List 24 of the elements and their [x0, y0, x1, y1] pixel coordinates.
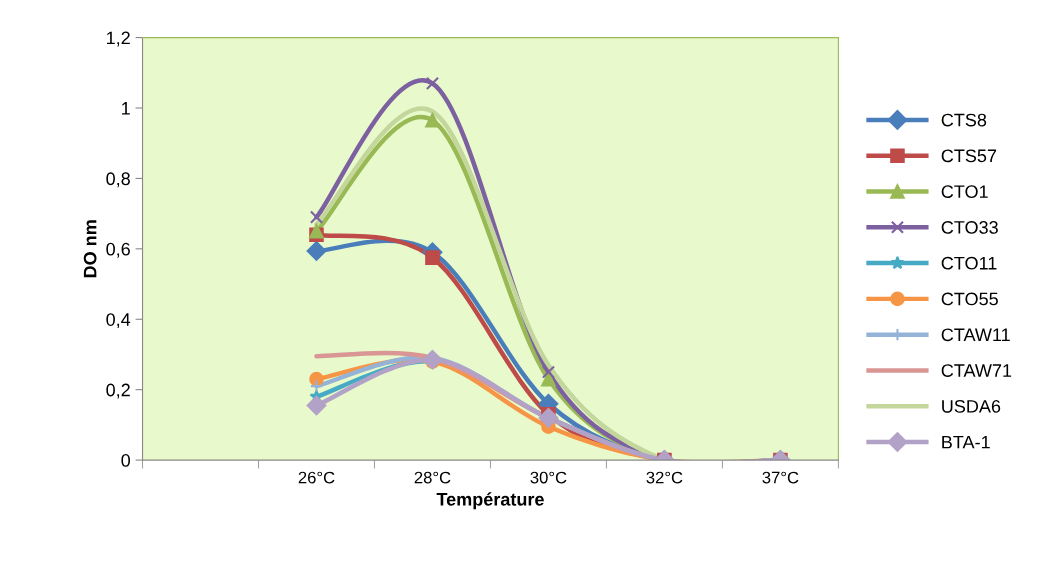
- y-tick-label: 0,4: [106, 313, 131, 329]
- legend-label: USDA6: [942, 399, 1001, 413]
- x-tick-label: 26°C: [298, 471, 335, 484]
- y-tick-label: 1,2: [107, 31, 130, 47]
- legend-label: CTO33: [941, 221, 998, 234]
- legend-label: CTO11: [941, 256, 997, 270]
- y-axis-title: DO nm: [83, 220, 97, 278]
- y-tick-label: 0,6: [106, 242, 130, 258]
- y-tick-label: 0: [121, 454, 131, 467]
- x-tick-label: 32°C: [646, 471, 683, 484]
- legend-label: BTA-1: [942, 435, 990, 449]
- legend-label: CTAW11: [941, 328, 1010, 342]
- legend-label: CTAW71: [941, 364, 1012, 377]
- legend-label: CTS8: [941, 113, 987, 127]
- legend-label: CTO1: [941, 185, 988, 198]
- x-axis-title: Température: [436, 492, 544, 510]
- legend-label: CTO55: [941, 292, 998, 306]
- legend-label: CTS57: [941, 149, 997, 163]
- y-tick-label: 1: [122, 102, 130, 115]
- x-tick-label: 37°C: [762, 471, 799, 484]
- x-tick-label: 30°C: [530, 471, 567, 484]
- y-tick-label: 0,2: [106, 383, 130, 399]
- x-tick-label: 28°C: [414, 471, 451, 484]
- y-tick-label: 0,8: [106, 172, 130, 188]
